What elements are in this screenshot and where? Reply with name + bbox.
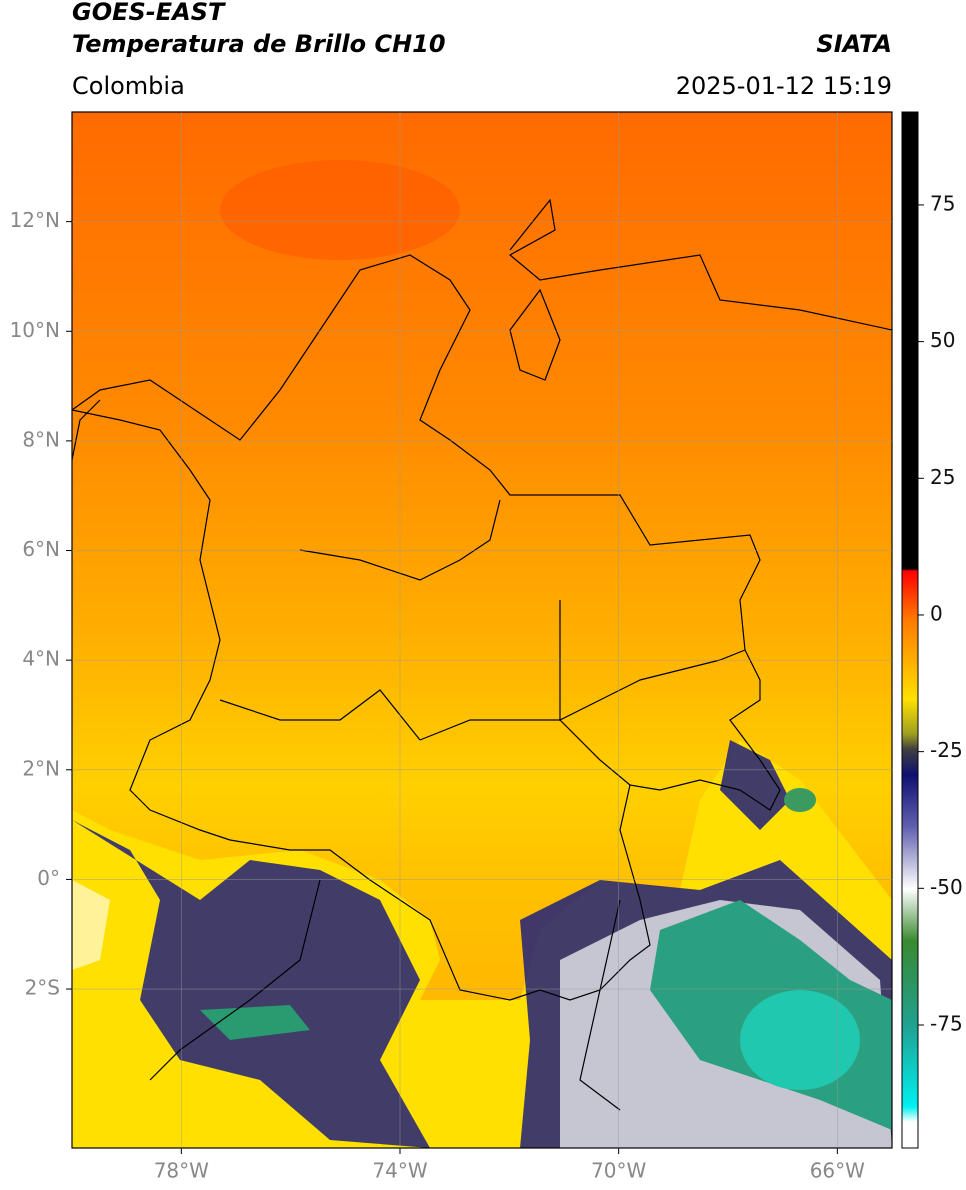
colorbar-tick-label: -25 — [930, 738, 963, 762]
colorbar — [901, 111, 919, 1149]
colorbar-tick-label: -50 — [930, 875, 963, 899]
borders — [72, 198, 892, 1111]
colorbar-tick-label: -75 — [930, 1011, 963, 1035]
y-tick-label: 4°N — [22, 647, 60, 671]
colorbar-tick-label: 75 — [930, 191, 955, 215]
y-tick-label: 12°N — [10, 208, 60, 232]
satellite-image — [72, 112, 892, 1148]
map-frame — [71, 111, 893, 1149]
region-label: Colombia — [72, 72, 185, 100]
y-tick-label: 0° — [37, 866, 60, 890]
y-tick-label: 8°N — [22, 427, 60, 451]
y-tick-label: 2°S — [25, 976, 60, 1000]
satellite-title: GOES-EAST — [72, 0, 226, 26]
x-tick-label: 66°W — [810, 1159, 865, 1183]
colorbar-tick-label: 25 — [930, 465, 955, 489]
x-tick-label: 78°W — [154, 1159, 209, 1183]
x-tick-label: 74°W — [372, 1159, 427, 1183]
timestamp: 2025-01-12 15:19 — [676, 72, 892, 100]
y-tick-label: 6°N — [22, 537, 60, 561]
colorbar-tick-label: 0 — [930, 601, 943, 625]
x-tick-label: 70°W — [591, 1159, 646, 1183]
colorbar-tick-label: 50 — [930, 328, 955, 352]
y-tick-label: 10°N — [10, 318, 60, 342]
source-label: SIATA — [816, 30, 892, 58]
y-tick-label: 2°N — [22, 756, 60, 780]
product-title: Temperatura de Brillo CH10 — [72, 30, 446, 58]
